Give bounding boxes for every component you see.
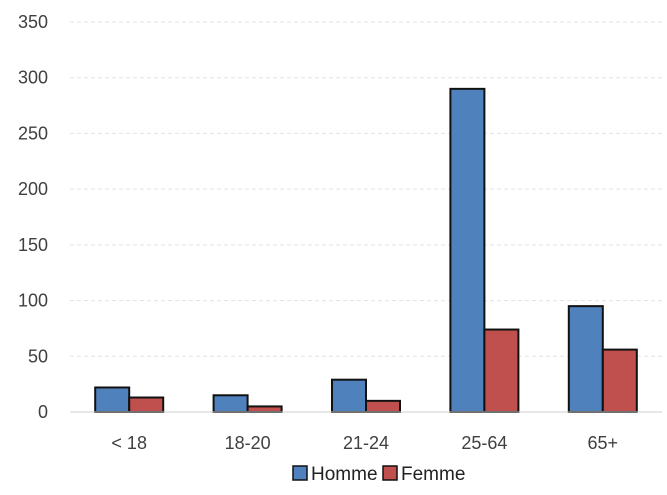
x-category-label: 65+ (588, 433, 619, 453)
y-tick-label: 350 (18, 12, 48, 32)
gridlines (70, 21, 662, 357)
x-category-label: 25-64 (461, 433, 507, 453)
legend-label-femme: Femme (401, 464, 465, 485)
x-category-label: < 18 (111, 433, 147, 453)
y-tick-label: 100 (18, 291, 48, 311)
legend-swatch-femme (382, 465, 398, 481)
y-tick-label: 200 (18, 179, 48, 199)
bar-homme-2 (331, 378, 367, 413)
bar-femme-2 (365, 399, 401, 414)
bar-femme-0 (128, 396, 165, 413)
legend-label-homme: Homme (311, 464, 378, 485)
x-category-label: 21-24 (343, 433, 389, 453)
y-tick-label: 300 (18, 68, 48, 88)
y-axis-ticks: 0 50 100 150 200 250 300 350 (18, 12, 48, 422)
bar-homme-0 (94, 386, 131, 414)
bar-homme-3 (449, 87, 486, 413)
y-tick-label: 150 (18, 235, 48, 255)
x-axis-categories: < 18 18-20 21-24 25-64 65+ (111, 433, 618, 453)
bar-homme-4 (567, 305, 604, 413)
bar-femme-4 (601, 348, 638, 414)
bars (94, 87, 638, 414)
y-tick-label: 0 (38, 402, 48, 422)
bar-femme-3 (483, 328, 520, 413)
y-tick-label: 50 (28, 346, 48, 366)
bar-femme-1 (246, 405, 283, 413)
legend: Homme Femme (292, 464, 465, 485)
x-category-label: 18-20 (225, 433, 271, 453)
bar-homme-1 (212, 394, 249, 413)
legend-swatch-homme (292, 465, 308, 481)
y-tick-label: 250 (18, 123, 48, 143)
